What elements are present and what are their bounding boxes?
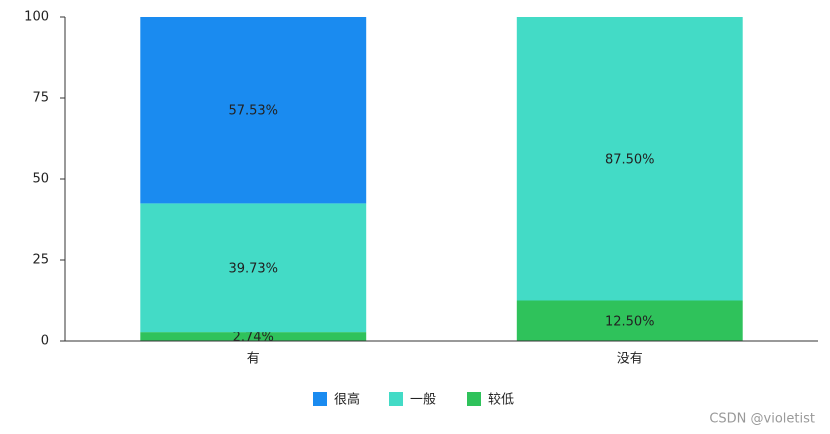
legend-label: 很高 xyxy=(334,392,360,408)
y-tick-label: 75 xyxy=(32,91,49,106)
legend-label: 一般 xyxy=(410,392,436,408)
x-tick-label: 有 xyxy=(247,352,260,367)
y-tick-label: 100 xyxy=(24,10,49,25)
legend-swatch xyxy=(467,392,481,406)
bar-segment xyxy=(140,17,367,204)
bar-segment xyxy=(140,203,367,333)
x-tick-label: 没有 xyxy=(617,352,643,367)
value-label: 57.53% xyxy=(228,104,278,119)
watermark: CSDN @violetist xyxy=(709,412,815,427)
value-label: 12.50% xyxy=(605,314,655,329)
value-label: 2.74% xyxy=(233,330,274,345)
bar-segment xyxy=(516,17,743,301)
legend-swatch xyxy=(389,392,403,406)
legend-swatch xyxy=(313,392,327,406)
y-tick-label: 25 xyxy=(32,253,49,268)
bar-segment xyxy=(140,332,367,341)
y-tick-label: 50 xyxy=(32,172,49,187)
value-label: 39.73% xyxy=(228,261,278,276)
value-label: 87.50% xyxy=(605,152,655,167)
bar-segment xyxy=(516,300,743,341)
y-tick-label: 0 xyxy=(41,334,49,349)
legend-label: 较低 xyxy=(488,393,514,408)
